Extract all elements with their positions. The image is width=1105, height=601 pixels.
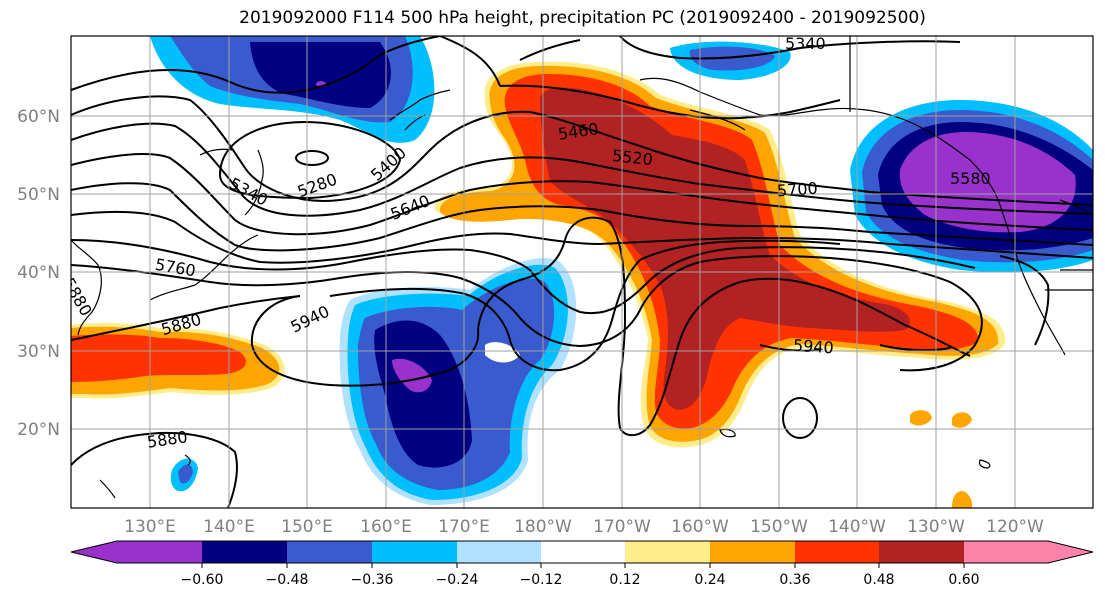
- lon-label: 180°W: [514, 517, 572, 537]
- lon-label: 150°W: [750, 517, 808, 537]
- lon-label: 160°W: [671, 517, 729, 537]
- lon-label: 170°W: [593, 517, 651, 537]
- longitude-labels: 130°E 140°E 150°E 160°E 170°E 180°W 170°…: [124, 517, 1044, 537]
- colorbar-segment: [372, 541, 457, 563]
- height-contours: [71, 36, 1093, 508]
- colorbar-segment: [202, 541, 287, 563]
- colorbar-segment: [625, 541, 710, 563]
- colorbar-segment: [541, 541, 625, 563]
- positive-anomaly-west: [71, 323, 285, 399]
- map-title: 2019092000 F114 500 hPa height, precipit…: [239, 8, 926, 28]
- lon-label: 120°W: [986, 517, 1044, 537]
- colorbar-tick-marks: [201, 563, 965, 568]
- lat-label: 40°N: [17, 263, 60, 283]
- colorbar-tick-label: −0.24: [436, 572, 479, 588]
- colorbar-segment: [795, 541, 879, 563]
- gridlines: [71, 36, 1093, 508]
- contour-label: 5940: [792, 336, 834, 358]
- colorbar-segment: [457, 541, 541, 563]
- contour-label: 5520: [611, 146, 653, 169]
- colorbar-tick-label: 0.12: [609, 572, 640, 588]
- colorbar-segment: [287, 541, 372, 563]
- map-panel: 5340 5460 5520 5280 5400 5340 5640 5700 …: [71, 34, 1093, 508]
- lat-label: 50°N: [17, 185, 60, 205]
- colorbar-extend-max: [964, 541, 1093, 563]
- lat-label: 30°N: [17, 342, 60, 362]
- lon-label: 130°E: [124, 517, 176, 537]
- colorbar-tick-label: 0.36: [779, 572, 810, 588]
- coastlines: [71, 36, 1093, 499]
- map-frame: [70, 35, 1094, 509]
- lon-label: 140°E: [203, 517, 255, 537]
- contour-label: 5700: [776, 179, 818, 201]
- lon-label: 160°E: [360, 517, 412, 537]
- colorbar-segment: [117, 541, 202, 563]
- latitude-labels: 60°N 50°N 40°N 30°N 20°N: [17, 107, 60, 440]
- contour-label: 5580: [950, 169, 991, 188]
- colorbar-tick-label: 0.24: [694, 572, 725, 588]
- negative-anomaly-gulf-of-alaska: [850, 100, 1093, 273]
- lon-label: 170°E: [438, 517, 490, 537]
- colorbar-extend-min: [71, 541, 117, 563]
- colorbar-tick-label: 0.60: [948, 572, 979, 588]
- lon-label: 150°E: [281, 517, 333, 537]
- lon-label: 130°W: [907, 517, 965, 537]
- colorbar-tick-label: 0.48: [863, 572, 894, 588]
- positive-anomaly-spots: [910, 410, 972, 508]
- contour-label: 5340: [785, 34, 826, 53]
- colorbar-tick-label: −0.12: [520, 572, 563, 588]
- colorbar-tick-label: −0.60: [181, 572, 224, 588]
- lon-label: 140°W: [828, 517, 886, 537]
- colorbar-tick-label: −0.36: [351, 572, 394, 588]
- colorbar: −0.60 −0.48 −0.36 −0.24 −0.12 0.12 0.24 …: [70, 540, 1094, 588]
- colorbar-segment: [879, 541, 964, 563]
- lat-label: 20°N: [17, 420, 60, 440]
- lat-label: 60°N: [17, 107, 60, 127]
- colorbar-outline: [70, 540, 1094, 564]
- colorbar-tick-label: −0.48: [266, 572, 309, 588]
- negative-anomaly-central-pacific: [339, 258, 577, 505]
- colorbar-segment: [710, 541, 795, 563]
